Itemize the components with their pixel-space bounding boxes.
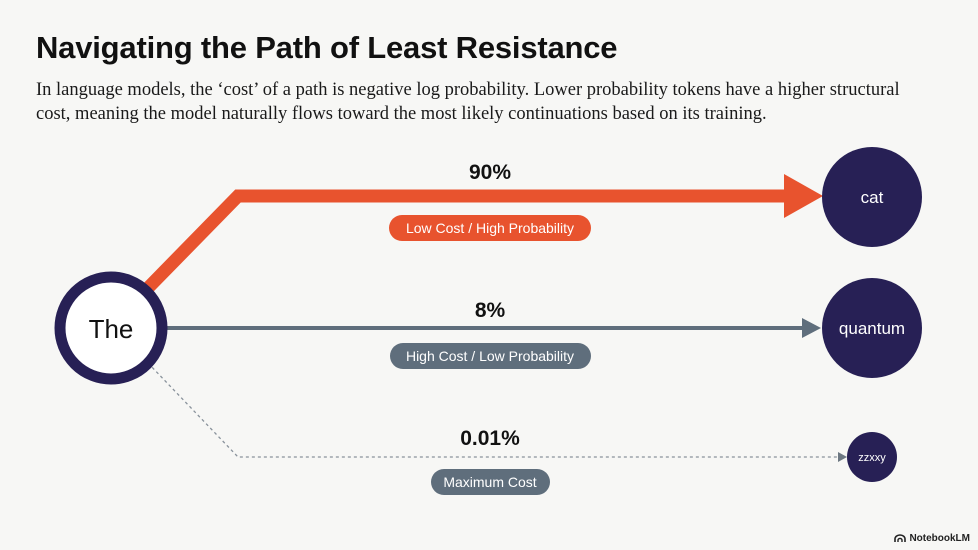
cost-badge-cat: [389, 215, 591, 241]
cost-badge-zzxxy-label: Maximum Cost: [443, 474, 536, 490]
probability-label-cat: 90%: [469, 161, 511, 184]
target-node-zzxxy: [847, 432, 897, 482]
brand-watermark: NotebookLM: [894, 533, 970, 544]
source-node-label: The: [89, 314, 134, 344]
page-subtitle: In language models, the ‘cost’ of a path…: [36, 80, 900, 124]
probability-label-quantum: 8%: [475, 299, 506, 322]
arrowhead-cat: [784, 174, 823, 218]
path-line-zzxxy: [147, 362, 838, 458]
target-node-cat: [822, 147, 922, 247]
source-node: [54, 271, 168, 385]
cost-badge-cat-label: Low Cost / High Probability: [406, 220, 574, 236]
probability-label-zzxxy: 0.01%: [460, 427, 520, 450]
target-node-quantum: [822, 278, 922, 378]
arrowhead-quantum: [802, 318, 821, 338]
path-line-cat: [141, 189, 792, 295]
notebooklm-logo-icon: [894, 534, 907, 542]
target-node-cat-label: cat: [861, 188, 884, 207]
cost-badge-quantum: [390, 343, 591, 369]
arrowhead-zzxxy: [838, 452, 847, 462]
target-node-quantum-label: quantum: [839, 319, 905, 338]
page-title: Navigating the Path of Least Resistance: [36, 30, 618, 65]
brand-name: NotebookLM: [909, 533, 970, 544]
target-node-zzxxy-label: zzxxy: [858, 452, 886, 464]
cost-badge-zzxxy: [431, 469, 550, 495]
cost-badge-quantum-label: High Cost / Low Probability: [406, 348, 574, 364]
